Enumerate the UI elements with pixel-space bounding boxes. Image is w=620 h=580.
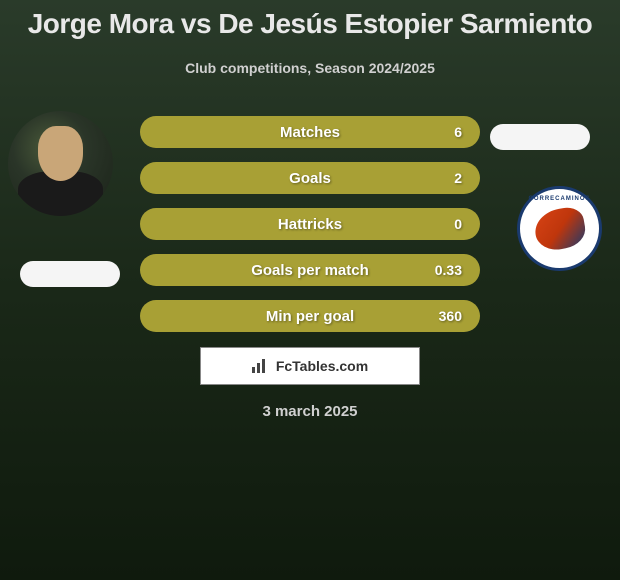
chart-icon [252, 359, 270, 373]
stat-value: 0.33 [435, 262, 462, 278]
chart-icon-bar [262, 359, 265, 373]
stat-bar-goals: Goals 2 [140, 162, 480, 194]
subtitle: Club competitions, Season 2024/2025 [0, 60, 620, 76]
stat-label: Hattricks [278, 216, 342, 233]
page-title: Jorge Mora vs De Jesús Estopier Sarmient… [0, 0, 620, 40]
club-logo-inner: CORRECAMINOS [525, 194, 595, 264]
flag-left [20, 261, 120, 287]
club-logo-text: CORRECAMINOS [525, 196, 595, 202]
stat-bar-hattricks: Hattricks 0 [140, 208, 480, 240]
stat-label: Matches [280, 124, 340, 141]
stat-value: 6 [454, 124, 462, 140]
date-text: 3 march 2025 [0, 403, 620, 420]
player-photo-left [8, 111, 113, 216]
club-logo-bird-icon [531, 204, 587, 252]
infographic-container: Jorge Mora vs De Jesús Estopier Sarmient… [0, 0, 620, 580]
flag-right [490, 124, 590, 150]
footer-badge: FcTables.com [200, 347, 420, 385]
stat-label: Goals [289, 170, 331, 187]
stat-value: 360 [439, 308, 462, 324]
stat-bar-matches: Matches 6 [140, 116, 480, 148]
stat-value: 2 [454, 170, 462, 186]
stat-label: Min per goal [266, 308, 354, 325]
stats-bars: Matches 6 Goals 2 Hattricks 0 Goals per … [140, 106, 480, 332]
club-logo-right: CORRECAMINOS [517, 186, 602, 271]
stat-label: Goals per match [251, 262, 369, 279]
content-area: CORRECAMINOS Matches 6 Goals 2 Hattricks… [0, 106, 620, 420]
stat-value: 0 [454, 216, 462, 232]
footer-brand-text: FcTables.com [276, 358, 368, 374]
stat-bar-goals-per-match: Goals per match 0.33 [140, 254, 480, 286]
stat-bar-min-per-goal: Min per goal 360 [140, 300, 480, 332]
